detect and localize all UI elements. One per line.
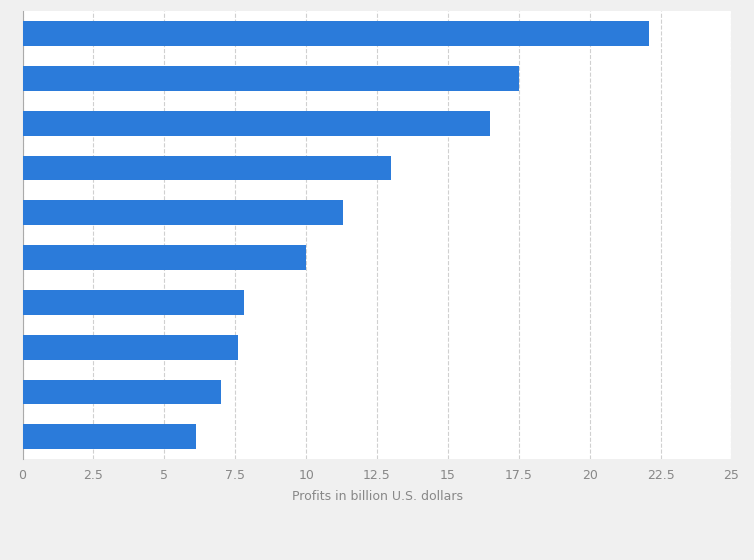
Bar <box>23 380 221 404</box>
Bar <box>23 156 391 180</box>
Bar <box>23 200 343 225</box>
Bar <box>23 21 649 46</box>
Bar <box>23 424 195 449</box>
X-axis label: Profits in billion U.S. dollars: Profits in billion U.S. dollars <box>292 490 462 503</box>
Bar <box>23 245 306 270</box>
Bar <box>23 66 519 91</box>
Bar <box>23 290 244 315</box>
Bar <box>23 335 238 360</box>
Bar <box>23 111 490 136</box>
